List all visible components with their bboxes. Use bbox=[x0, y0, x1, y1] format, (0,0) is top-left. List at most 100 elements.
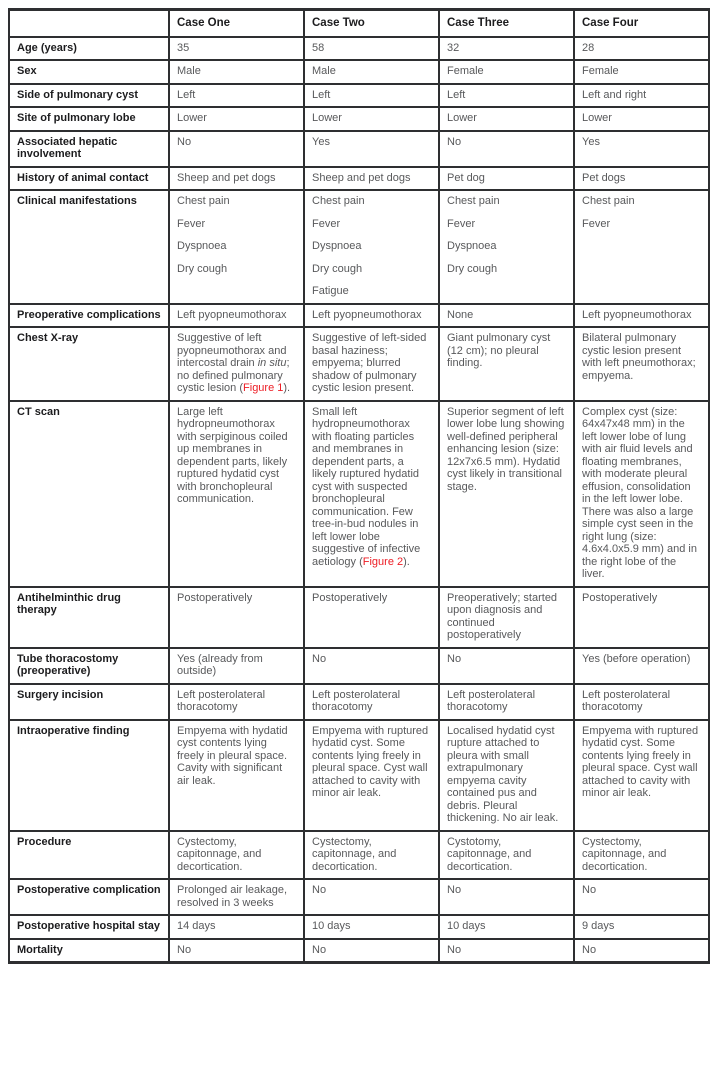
table-cell: No bbox=[573, 937, 710, 964]
cell-paragraph: Cystectomy, capitonnage, and decorticati… bbox=[582, 835, 667, 873]
table-cell: Postoperatively bbox=[168, 585, 305, 649]
table-row: Surgery incision Left posterolateral thor… bbox=[8, 682, 710, 721]
cell-paragraph: Left posterolateral thoracotomy bbox=[312, 688, 401, 714]
table-cell: Yes bbox=[303, 129, 440, 168]
table-cell: None bbox=[438, 302, 575, 328]
cell-paragraph: Pet dog bbox=[447, 171, 485, 184]
cell-paragraph: Sheep and pet dogs bbox=[177, 171, 276, 184]
cell-paragraph: Cystectomy, capitonnage, and decorticati… bbox=[177, 835, 262, 873]
table-row: Preoperative complications Left pyopneumo… bbox=[8, 302, 710, 328]
cell-paragraph: Lower bbox=[312, 112, 342, 124]
row-label: Tube thoracostomy (preoperative) bbox=[8, 646, 170, 685]
cell-paragraph: Prolonged air leakage, resolved in 3 wee… bbox=[177, 884, 288, 909]
table-cell: Yes (already from outside) bbox=[168, 646, 305, 685]
cell-paragraph: No bbox=[312, 884, 327, 896]
table-cell: Large left hydropneumothorax with serpig… bbox=[168, 399, 305, 588]
table-row: Side of pulmonary cyst Left Left Left Left a… bbox=[8, 82, 710, 108]
table-cell: 10 days bbox=[438, 914, 575, 940]
row-label: Mortality bbox=[8, 937, 170, 964]
cell-paragraph: Superior segment of left lower lobe lung… bbox=[447, 405, 565, 493]
table-cell: Left posterolateral thoracotomy bbox=[168, 682, 305, 721]
case-comparison-table: Case One Case Two Case Three Case Four Age … bbox=[8, 8, 710, 964]
cell-paragraph: Left bbox=[447, 88, 466, 101]
cell-paragraph: Fever bbox=[582, 217, 611, 230]
table-cell: 28 bbox=[573, 35, 710, 61]
table-cell: No bbox=[438, 878, 575, 916]
row-label: Age (years) bbox=[8, 35, 170, 61]
cell-paragraph: Cystectomy, capitonnage, and decorticati… bbox=[312, 835, 397, 873]
row-label: Associated hepatic involvement bbox=[8, 129, 170, 168]
table-cell: Left bbox=[438, 82, 575, 108]
table-cell: Small left hydropneumothorax with floati… bbox=[303, 399, 440, 588]
cell-paragraph: Small left hydropneumothorax with floati… bbox=[312, 406, 431, 569]
row-label: Preoperative complications bbox=[8, 302, 170, 328]
table-cell: No bbox=[168, 937, 305, 964]
cell-paragraph: 35 bbox=[177, 41, 190, 54]
cell-paragraph: Left bbox=[312, 88, 331, 101]
table-cell: Pet dogs bbox=[573, 165, 710, 191]
cell-paragraph: Lower bbox=[177, 112, 207, 124]
cell-paragraph: Pet dogs bbox=[582, 171, 626, 184]
table-cell: No bbox=[438, 129, 575, 168]
cell-paragraph: Bilateral pulmonary cystic lesion presen… bbox=[582, 332, 696, 382]
table-cell: Cystotomy, capitonnage, and decorticatio… bbox=[438, 829, 575, 880]
cell-paragraph: No bbox=[447, 884, 462, 896]
table-cell: Localised hydatid cyst rupture attached … bbox=[438, 718, 575, 832]
cell-paragraph: Yes (already from outside) bbox=[177, 652, 263, 678]
table-cell: Bilateral pulmonary cystic lesion presen… bbox=[573, 326, 710, 402]
row-label: Surgery incision bbox=[8, 682, 170, 721]
figure-reference-link[interactable]: Figure 2 bbox=[362, 555, 404, 568]
cell-paragraph: Fatigue bbox=[312, 285, 349, 297]
table-body: Age (years) 35 58 32 28 Sex Male Male Female Fema… bbox=[8, 35, 710, 964]
cell-paragraph: Male bbox=[177, 65, 201, 77]
table-cell: Chest pain Fever Dyspnoea Dry cough bbox=[168, 189, 305, 305]
table-cell: Suggestive of left pyopneumothorax and i… bbox=[168, 326, 305, 402]
cell-paragraph: None bbox=[447, 308, 474, 321]
cell-paragraph: Sheep and pet dogs bbox=[312, 171, 411, 184]
table-row: Clinical manifestations Chest pain Fever Dy… bbox=[8, 189, 710, 305]
table-cell: 14 days bbox=[168, 914, 305, 940]
table-cell: Empyema with hydatid cyst contents lying… bbox=[168, 718, 305, 832]
cell-paragraph: Female bbox=[582, 65, 619, 77]
row-label: Intraoperative finding bbox=[8, 718, 170, 832]
cell-paragraph: No bbox=[312, 652, 327, 665]
cell-paragraph: Left pyopneumothorax bbox=[312, 308, 422, 321]
cell-paragraph: Dyspnoea bbox=[447, 240, 497, 252]
table-cell: Yes (before operation) bbox=[573, 646, 710, 685]
row-label: History of animal contact bbox=[8, 165, 170, 191]
cell-paragraph: 14 days bbox=[177, 920, 216, 932]
table-cell: 9 days bbox=[573, 914, 710, 940]
column-header: Case Four bbox=[573, 8, 710, 38]
row-label: Procedure bbox=[8, 829, 170, 880]
cell-paragraph: Yes (before operation) bbox=[582, 652, 691, 665]
cell-paragraph: No bbox=[447, 943, 462, 956]
table-cell: Sheep and pet dogs bbox=[303, 165, 440, 191]
table-cell: Left posterolateral thoracotomy bbox=[438, 682, 575, 721]
table-cell: Left and right bbox=[573, 82, 710, 108]
table-cell: Pet dog bbox=[438, 165, 575, 191]
table-row: History of animal contact Sheep and pet d… bbox=[8, 165, 710, 191]
table-row: Site of pulmonary lobe Lower Lower Lower Low… bbox=[8, 106, 710, 132]
table-cell: No bbox=[168, 129, 305, 168]
cell-paragraph: Postoperatively bbox=[312, 591, 388, 604]
cell-paragraph: Female bbox=[447, 65, 484, 77]
figure-reference-link[interactable]: Figure 1 bbox=[243, 382, 284, 394]
table-cell: Left pyopneumothorax bbox=[168, 302, 305, 328]
cell-paragraph: Fever bbox=[177, 217, 206, 230]
cell-paragraph: No bbox=[312, 943, 327, 956]
table-cell: Cystectomy, capitonnage, and decorticati… bbox=[303, 829, 440, 880]
table-cell: Preoperatively; started upon diagnosis a… bbox=[438, 585, 575, 649]
cell-paragraph: Yes bbox=[312, 135, 330, 148]
table-cell: Female bbox=[573, 59, 710, 85]
cell-paragraph: No bbox=[582, 884, 597, 896]
cell-paragraph: No bbox=[582, 943, 597, 956]
table-cell: 10 days bbox=[303, 914, 440, 940]
table-cell: Prolonged air leakage, resolved in 3 wee… bbox=[168, 878, 305, 916]
corner-cell bbox=[8, 8, 170, 38]
table-cell: Lower bbox=[573, 106, 710, 132]
cell-paragraph: Dyspnoea bbox=[177, 240, 227, 252]
cell-paragraph: Left bbox=[177, 88, 196, 101]
table-cell: Lower bbox=[303, 106, 440, 132]
table-cell: Postoperatively bbox=[573, 585, 710, 649]
cell-paragraph: Lower bbox=[447, 112, 477, 124]
